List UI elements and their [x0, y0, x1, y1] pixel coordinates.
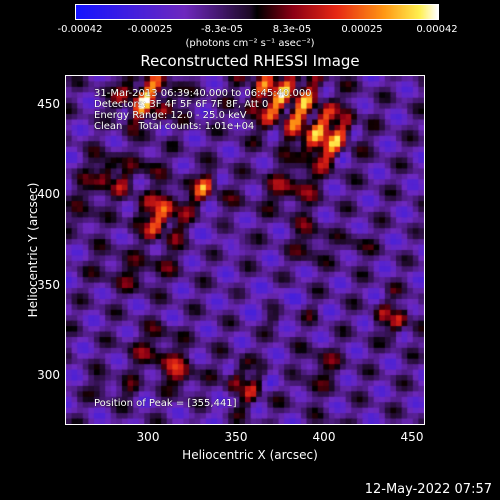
- x-axis-label: Heliocentric X (arcsec): [182, 448, 318, 462]
- peak-position-text: Position of Peak = [355,441]: [94, 398, 237, 409]
- colorbar: [75, 4, 439, 20]
- timestamp: 12-May-2022 07:57: [364, 482, 492, 497]
- colorbar-tick: 0.00025: [341, 24, 383, 35]
- energy-range-text: Energy Range: 12.0 - 25.0 keV: [94, 110, 247, 121]
- time-range-text: 31-Mar-2013 06:39:40.000 to 06:45:40.000: [94, 88, 312, 99]
- y-tick-label: 450: [37, 97, 60, 111]
- x-tick-label: 350: [224, 430, 248, 444]
- y-tick-label: 300: [37, 368, 60, 382]
- image-plot: 31-Mar-2013 06:39:40.000 to 06:45:40.000…: [65, 75, 425, 425]
- detectors-text: Detectors: 3F 4F 5F 6F 7F 8F, Att 0: [94, 99, 269, 110]
- colorbar-tick: 8.3e-05: [272, 24, 312, 35]
- x-tick-label: 450: [400, 430, 424, 444]
- colorbar-tick: 0.00042: [416, 24, 458, 35]
- x-tick-label: 300: [136, 430, 160, 444]
- y-axis-label: Heliocentric Y (arcsec): [26, 182, 40, 318]
- colorbar-tick: -8.3e-05: [201, 24, 243, 35]
- rhessi-image: [66, 76, 424, 424]
- colorbar-units: (photons cm⁻² s⁻¹ asec⁻²): [185, 38, 315, 49]
- clean-counts-text: Clean Total counts: 1.01e+04: [94, 121, 255, 132]
- image-title: Reconstructed RHESSI Image: [140, 52, 360, 70]
- x-tick-label: 400: [312, 430, 336, 444]
- y-tick-label: 350: [37, 278, 60, 292]
- y-tick-label: 400: [37, 187, 60, 201]
- colorbar-tick: -0.00042: [57, 24, 103, 35]
- colorbar-tick: -0.00025: [127, 24, 173, 35]
